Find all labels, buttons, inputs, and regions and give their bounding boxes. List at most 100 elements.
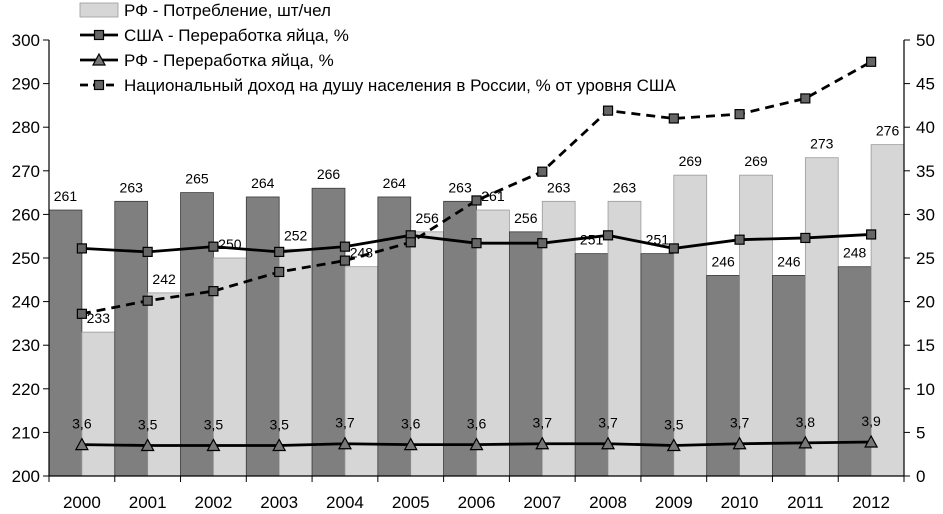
- x-tick-2008: 2008: [589, 493, 627, 512]
- x-tick-2011: 2011: [787, 493, 824, 512]
- bar-light-2006: [476, 209, 510, 477]
- bar-light-2008: [607, 200, 642, 477]
- marker-series-3-2010: [734, 109, 745, 120]
- marker-series-1-2001: [142, 246, 153, 257]
- bar-dark-2007: [508, 231, 543, 477]
- label-light-2000: 233: [87, 310, 111, 326]
- marker-series-1-2010: [734, 234, 745, 245]
- label-light-2002: 250: [218, 236, 242, 252]
- label-tri-2012: 3,9: [861, 413, 881, 429]
- legend-marker-2: [93, 29, 105, 41]
- label-dark-2003: 264: [251, 175, 275, 191]
- bar-dark-2002: [180, 192, 214, 477]
- marker-series-2-2009: [666, 438, 681, 452]
- left-tick-210: 210: [12, 423, 40, 442]
- left-tick-230: 230: [12, 336, 40, 355]
- marker-series-3-2012: [866, 56, 877, 67]
- label-tri-2002: 3,5: [204, 416, 224, 432]
- marker-series-3-2009: [668, 113, 679, 124]
- left-tick-220: 220: [12, 380, 40, 399]
- label-tri-2005: 3,6: [401, 416, 421, 432]
- bar-light-2005: [410, 231, 445, 477]
- bar-dark-2008: [574, 253, 609, 477]
- legend-label-1: РФ - Потребление, шт/чел: [124, 1, 331, 20]
- marker-series-2-2005: [403, 437, 418, 451]
- marker-series-2-2010: [732, 436, 747, 450]
- marker-series-1-2006: [471, 238, 482, 249]
- marker-series-2-2001: [140, 438, 155, 452]
- label-tri-2003: 3,5: [269, 416, 289, 432]
- marker-series-3-2007: [537, 166, 548, 177]
- marker-series-3-2006: [471, 195, 482, 206]
- x-tick-2000: 2000: [63, 493, 101, 512]
- bar-dark-2001: [114, 200, 149, 477]
- legend-marker-4: [93, 79, 105, 91]
- bar-dark-2004: [311, 187, 346, 477]
- left-tick-290: 290: [12, 75, 40, 94]
- label-tri-2006: 3,6: [467, 416, 487, 432]
- marker-series-1-2009: [668, 243, 679, 254]
- x-tick-2006: 2006: [458, 493, 496, 512]
- x-tick-2004: 2004: [326, 493, 364, 512]
- x-tick-2012: 2012: [852, 493, 890, 512]
- marker-series-1-2002: [208, 241, 219, 252]
- label-light-2003: 252: [284, 227, 308, 243]
- right-tick-20: 20: [916, 293, 935, 312]
- x-tick-2010: 2010: [721, 493, 759, 512]
- marker-series-2-2003: [272, 438, 287, 452]
- left-tick-300: 300: [12, 31, 40, 50]
- legend-label-2: США - Переработка яйца, %: [124, 26, 349, 45]
- left-tick-280: 280: [12, 118, 40, 137]
- label-tri-2008: 3,7: [598, 415, 618, 431]
- left-tick-270: 270: [12, 162, 40, 181]
- x-tick-2009: 2009: [655, 493, 693, 512]
- x-tick-2001: 2001: [129, 493, 167, 512]
- label-light-2001: 242: [152, 271, 176, 287]
- bar-light-2011: [804, 157, 839, 477]
- marker-series-1-2003: [274, 246, 285, 257]
- label-tri-2009: 3,5: [664, 416, 684, 432]
- label-dark-2001: 263: [120, 179, 144, 195]
- label-tri-2004: 3,7: [335, 415, 355, 431]
- label-tri-2010: 3,7: [730, 415, 750, 431]
- marker-series-3-2002: [208, 286, 219, 297]
- marker-series-1-2007: [537, 238, 548, 249]
- right-tick-0: 0: [916, 467, 925, 486]
- label-light-2009: 269: [679, 153, 703, 169]
- label-light-2007: 263: [547, 179, 571, 195]
- bar-dark-2006: [443, 200, 477, 477]
- label-dark-2005: 264: [383, 175, 407, 191]
- label-dark-2002: 265: [185, 171, 209, 187]
- legend: РФ - Потребление, шт/чел США - Переработк…: [79, 1, 676, 95]
- bar-light-2003: [278, 248, 313, 477]
- marker-series-2-2002: [206, 438, 221, 452]
- x-tick-2005: 2005: [392, 493, 430, 512]
- right-tick-40: 40: [916, 118, 935, 137]
- label-tri-2000: 3,6: [72, 416, 92, 432]
- marker-series-2-2008: [601, 436, 616, 450]
- label-light-2005: 256: [415, 210, 439, 226]
- marker-series-3-2000: [76, 308, 87, 319]
- left-tick-260: 260: [12, 205, 40, 224]
- marker-series-3-2011: [800, 93, 811, 104]
- legend-label-3: РФ - Переработка яйца, %: [124, 51, 334, 70]
- right-tick-10: 10: [916, 380, 935, 399]
- x-tick-2007: 2007: [523, 493, 561, 512]
- bar-light-2000: [81, 331, 116, 477]
- label-dark-2010: 246: [711, 253, 735, 269]
- label-light-2008: 263: [613, 179, 637, 195]
- label-light-2006: 261: [481, 188, 505, 204]
- marker-series-2-2004: [337, 436, 352, 450]
- label-dark-2009: 251: [646, 232, 670, 248]
- legend-label-4: Национальный доход на душу населения в Р…: [124, 76, 676, 95]
- marker-series-3-2005: [405, 237, 416, 248]
- marker-series-3-2004: [339, 255, 351, 266]
- label-tri-2007: 3,7: [533, 415, 553, 431]
- right-tick-15: 15: [916, 336, 935, 355]
- legend-swatch-1: [79, 2, 119, 18]
- x-tick-2003: 2003: [260, 493, 298, 512]
- bar-dark-2003: [245, 196, 280, 477]
- bar-light-2004: [344, 266, 379, 477]
- label-tri-2011: 3,8: [796, 414, 816, 430]
- right-tick-30: 30: [916, 205, 935, 224]
